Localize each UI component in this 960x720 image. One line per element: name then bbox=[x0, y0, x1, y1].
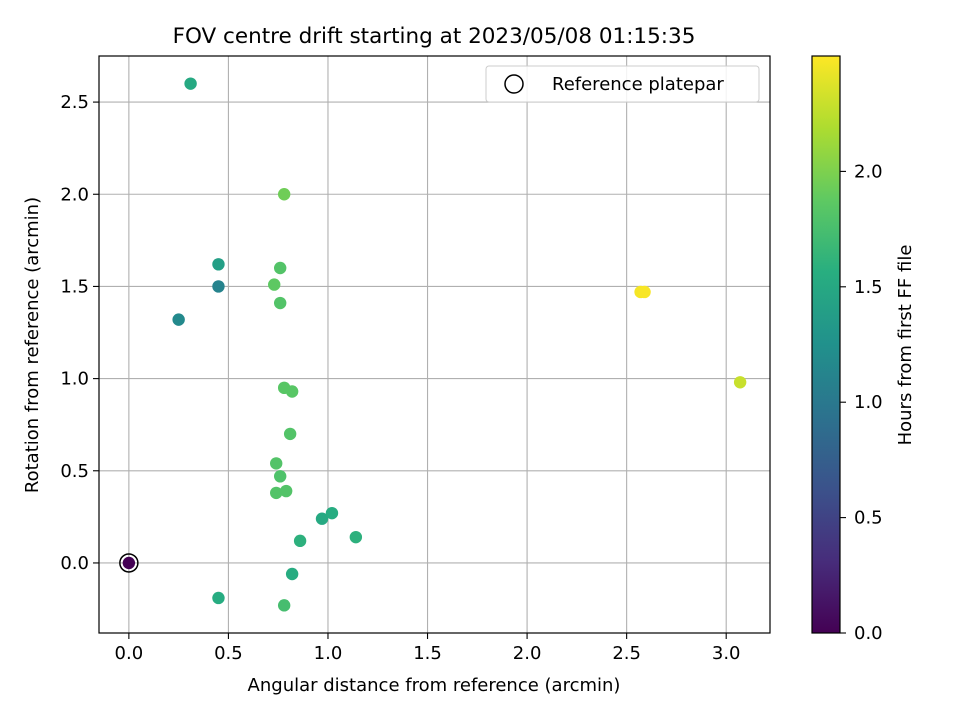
colorbar-label: Hours from first FF file bbox=[895, 245, 916, 446]
x-axis-ticks: 0.0 0.5 1.0 1.5 2.0 2.5 3.0 bbox=[115, 633, 741, 664]
scatter-point bbox=[638, 285, 651, 299]
legend-label: Reference platepar bbox=[552, 74, 724, 95]
scatter-point bbox=[733, 376, 747, 389]
x-tick-label: 0.5 bbox=[214, 643, 243, 664]
colorbar: 0.0 0.5 1.0 1.5 2.0 Hours from first FF file bbox=[811, 55, 916, 644]
scatter-point bbox=[285, 385, 299, 398]
y-tick-label: 0.5 bbox=[60, 461, 89, 482]
scatter-point bbox=[283, 427, 297, 441]
scatter-point bbox=[325, 506, 339, 520]
plot-frame bbox=[98, 55, 771, 634]
scatter-point bbox=[273, 261, 287, 275]
y-tick-label: 0.0 bbox=[60, 553, 89, 574]
colorbar-frame bbox=[811, 55, 841, 634]
colorbar-gradient bbox=[812, 56, 840, 633]
x-axis-label: Angular distance from reference (arcmin) bbox=[248, 675, 621, 696]
colorbar-tick-label: 1.5 bbox=[854, 277, 883, 298]
legend-marker-icon bbox=[504, 74, 524, 94]
y-tick-label: 2.0 bbox=[60, 184, 89, 205]
x-tick-label: 0.0 bbox=[115, 643, 144, 664]
scatter-point bbox=[212, 258, 225, 271]
legend-box bbox=[485, 65, 760, 103]
scatter-point bbox=[315, 512, 329, 525]
x-tick-label: 2.5 bbox=[612, 643, 641, 664]
scatter-point bbox=[212, 591, 225, 605]
y-tick-label: 1.5 bbox=[60, 276, 89, 297]
colorbar-ticks: 0.0 0.5 1.0 1.5 2.0 bbox=[840, 161, 883, 644]
scatter-point bbox=[184, 77, 197, 90]
y-tick-label: 1.0 bbox=[60, 369, 89, 390]
colorbar-tick-label: 1.0 bbox=[854, 392, 883, 413]
legend: Reference platepar bbox=[485, 65, 760, 103]
reference-platepar-marker bbox=[119, 553, 139, 573]
scatter-point bbox=[277, 599, 291, 612]
y-tick-label: 2.5 bbox=[60, 92, 89, 113]
grid-lines bbox=[99, 56, 770, 633]
x-tick-label: 3.0 bbox=[712, 643, 741, 664]
colorbar-tick-label: 0.5 bbox=[854, 508, 883, 529]
y-axis-label: Rotation from reference (arcmin) bbox=[22, 197, 43, 493]
scatter-point bbox=[268, 278, 281, 291]
x-tick-label: 2.0 bbox=[513, 643, 542, 664]
scatter-point bbox=[285, 567, 299, 581]
scatter-point bbox=[270, 457, 283, 470]
chart-title: FOV centre drift starting at 2023/05/08 … bbox=[173, 24, 696, 49]
scatter-points bbox=[119, 77, 747, 612]
scatter-point bbox=[172, 313, 185, 326]
scatter-point bbox=[270, 486, 283, 500]
scatter-point bbox=[212, 280, 225, 293]
y-axis-ticks: 0.0 0.5 1.0 1.5 2.0 2.5 bbox=[60, 92, 99, 574]
scatter-point bbox=[293, 534, 307, 548]
colorbar-tick-label: 0.0 bbox=[854, 623, 883, 644]
x-tick-label: 1.5 bbox=[413, 643, 442, 664]
scatter-point bbox=[277, 188, 291, 201]
scatter-point bbox=[122, 556, 136, 570]
scatter-point bbox=[273, 296, 287, 310]
scatter-point bbox=[349, 530, 363, 544]
scatter-point bbox=[279, 484, 293, 498]
colorbar-tick-label: 2.0 bbox=[854, 161, 883, 182]
scatter-point bbox=[273, 470, 287, 483]
x-tick-label: 1.0 bbox=[314, 643, 343, 664]
